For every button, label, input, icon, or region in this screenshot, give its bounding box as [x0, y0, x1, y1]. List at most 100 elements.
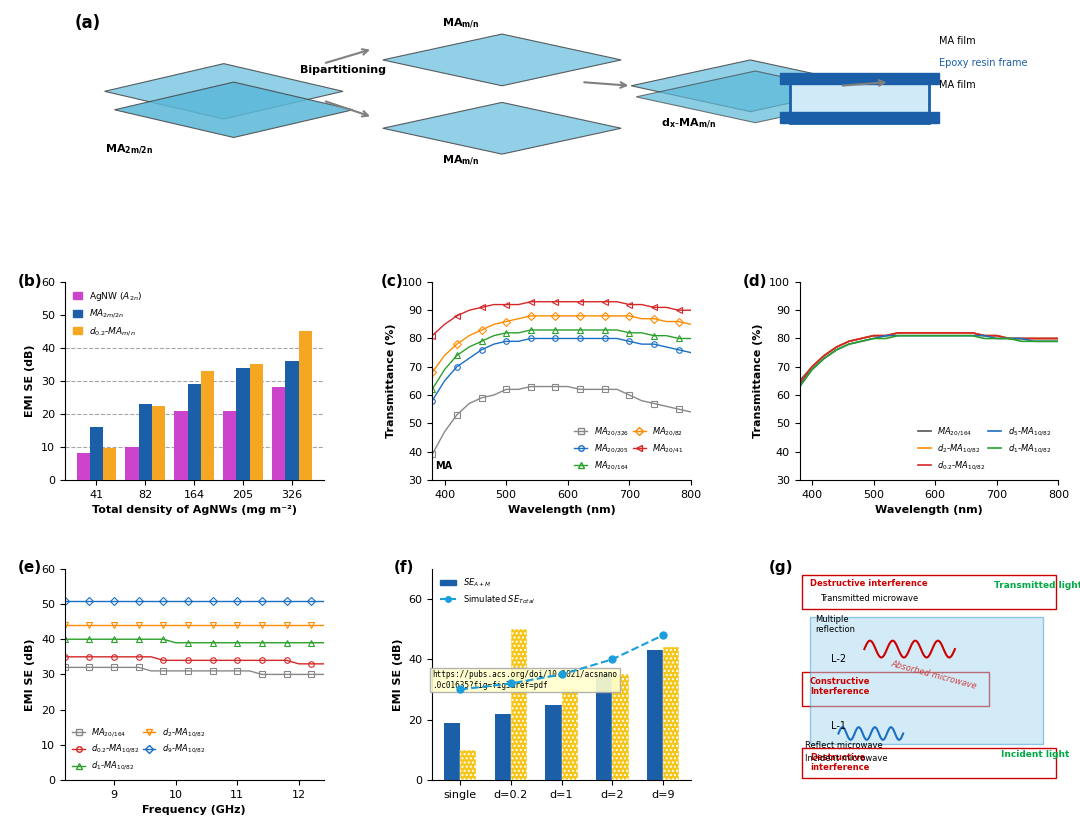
- MA₂₀/₁₆₄: [1015, 333, 1028, 343]
- MA₂₀/₃₂₆: [512, 384, 525, 394]
- d₅-MA₁₀/₈₂: [1002, 333, 1015, 343]
- MA₂₀/₂₀₅: [672, 345, 685, 355]
- Line: MA₂₀/₁₆₄: MA₂₀/₁₆₄: [62, 664, 326, 677]
- d₅-MA₁₀/₈₂: [954, 331, 967, 341]
- d₂-MA₁₀/₈₂: [978, 331, 991, 341]
- d₂-MA₁₀/₈₂: [941, 328, 954, 337]
- d₁-MA₁₀/₈₂: [268, 638, 281, 648]
- X-axis label: Total density of AgNWs (mg m⁻²): Total density of AgNWs (mg m⁻²): [92, 505, 297, 515]
- Line: d₂-MA₁₀/₈₂: d₂-MA₁₀/₈₂: [799, 333, 1058, 383]
- d₁-MA₁₀/₈₂: [1052, 337, 1065, 346]
- MA₂₀/₃₂₆: [450, 410, 463, 420]
- Bar: [237, 368, 249, 479]
- d₀.₂-MA₁₀/₈₂: [120, 652, 133, 662]
- d₂-MA₁₀/₈₂: [181, 620, 194, 630]
- d₁-MA₁₀/₈₂: [132, 635, 145, 644]
- MA₂₀/₄₁: [672, 305, 685, 315]
- MA₂₀/₂₀₅: [500, 337, 513, 346]
- MA₂₀/₁₆₄: [512, 328, 525, 337]
- d₂-MA₁₀/₈₂: [256, 620, 269, 630]
- d₁-MA₁₀/₈₂: [108, 635, 121, 644]
- d₉-MA₁₀/₈₂: [318, 595, 330, 605]
- d₅-MA₁₀/₈₂: [854, 337, 867, 346]
- MA₂₀/₁₆₄: [672, 333, 685, 343]
- MA₂₀/₁₆₄: [917, 328, 930, 337]
- MA₂₀/₁₆₄: [170, 666, 183, 676]
- d₁-MA₁₀/₈₂: [157, 635, 170, 644]
- Bar: [545, 704, 562, 780]
- MA₂₀/₈₂: [672, 317, 685, 327]
- MA₂₀/₃₂₆: [462, 398, 475, 408]
- MA₂₀/₁₆₄: [549, 325, 562, 335]
- MA₂₀/₂₀₅: [524, 333, 537, 343]
- MA₂₀/₈₂: [598, 311, 611, 321]
- Bar: [201, 371, 214, 479]
- MA₂₀/₄₁: [500, 300, 513, 310]
- MA₂₀/₁₆₄: [966, 328, 978, 337]
- Y-axis label: EMI SE (dB): EMI SE (dB): [26, 345, 36, 417]
- Polygon shape: [382, 34, 621, 85]
- d₀.₂-MA₁₀/₈₂: [966, 328, 978, 337]
- MA₂₀/₈₂: [562, 311, 575, 321]
- Bar: [612, 674, 629, 780]
- d₂-MA₁₀/₈₂: [58, 620, 71, 630]
- MA₂₀/₂₀₅: [487, 339, 500, 349]
- d₂-MA₁₀/₈₂: [157, 620, 170, 630]
- MA₂₀/₈₂: [487, 319, 500, 329]
- MA₂₀/₂₀₅: [635, 339, 648, 349]
- MA₂₀/₈₂: [685, 319, 698, 329]
- Polygon shape: [636, 71, 875, 122]
- Bar: [103, 448, 117, 479]
- Bar: [511, 629, 527, 780]
- Text: (g): (g): [769, 561, 793, 576]
- MA₂₀/₄₁: [685, 305, 698, 315]
- MA₂₀/₁₆₄: [623, 328, 636, 337]
- d₁-MA₁₀/₈₂: [854, 337, 867, 346]
- d₂-MA₁₀/₈₂: [170, 620, 183, 630]
- Bar: [272, 388, 285, 479]
- d₅-MA₁₀/₈₂: [892, 331, 905, 341]
- MA₂₀/₄₁: [549, 297, 562, 307]
- MA₂₀/₂₀₅: [512, 337, 525, 346]
- d₁-MA₁₀/₈₂: [1015, 337, 1028, 346]
- d₉-MA₁₀/₈₂: [120, 595, 133, 605]
- MA₂₀/₃₂₆: [438, 427, 451, 437]
- d₉-MA₁₀/₈₂: [206, 595, 219, 605]
- MA₂₀/₂₀₅: [648, 339, 661, 349]
- d₅-MA₁₀/₈₂: [929, 331, 942, 341]
- MA₂₀/₄₁: [610, 297, 623, 307]
- Text: Absorbed microwave: Absorbed microwave: [890, 659, 978, 691]
- Text: (a): (a): [75, 14, 100, 32]
- MA₂₀/₁₆₄: [867, 331, 880, 341]
- d₀.₂-MA₁₀/₈₂: [231, 655, 244, 665]
- Polygon shape: [114, 82, 353, 137]
- MA₂₀/₁₆₄: [954, 328, 967, 337]
- MA₂₀/₁₆₄: [586, 325, 599, 335]
- Bar: [444, 722, 460, 780]
- Bar: [174, 410, 188, 479]
- d₅-MA₁₀/₈₂: [793, 382, 806, 392]
- d₂-MA₁₀/₈₂: [966, 328, 978, 337]
- d₅-MA₁₀/₈₂: [904, 331, 917, 341]
- Polygon shape: [105, 63, 343, 119]
- d₁-MA₁₀/₈₂: [793, 382, 806, 392]
- MA₂₀/₃₂₆: [562, 382, 575, 392]
- Text: MA film: MA film: [940, 36, 976, 46]
- MA₂₀/₁₆₄: [1002, 333, 1015, 343]
- MA₂₀/₄₁: [562, 297, 575, 307]
- d₁-MA₁₀/₈₂: [978, 333, 991, 343]
- Bar: [224, 410, 237, 479]
- MA₂₀/₁₆₄: [231, 666, 244, 676]
- MA₂₀/₃₂₆: [685, 407, 698, 417]
- Bar: [125, 447, 138, 479]
- MA₂₀/₁₆₄: [132, 663, 145, 672]
- MA₂₀/₁₆₄: [929, 328, 942, 337]
- Polygon shape: [791, 76, 929, 122]
- d₁-MA₁₀/₈₂: [904, 331, 917, 341]
- d₀.₂-MA₁₀/₈₂: [108, 652, 121, 662]
- d₂-MA₁₀/₈₂: [193, 620, 206, 630]
- MA₂₀/₁₆₄: [818, 351, 831, 360]
- d₀.₂-MA₁₀/₈₂: [793, 378, 806, 388]
- d₅-MA₁₀/₈₂: [1040, 337, 1053, 346]
- Bar: [298, 332, 312, 479]
